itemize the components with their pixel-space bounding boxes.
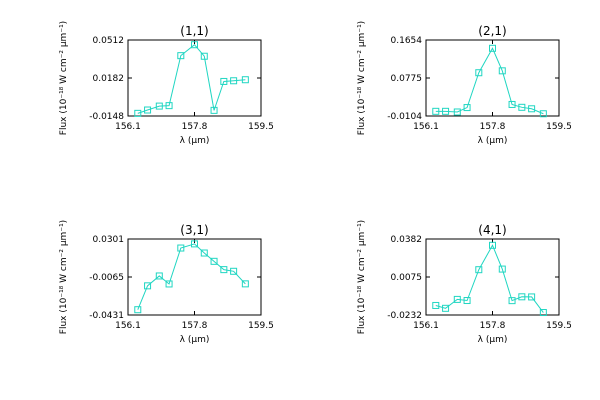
y-axis-label-3: Flux (10⁻¹⁸ W cm⁻² μm⁻¹) xyxy=(59,220,69,334)
y-tick-label-1-3: 0.0512 xyxy=(93,36,125,46)
data-point-2-1-4 xyxy=(463,104,471,112)
chart-panel-1: (1,1) 156.1 157.8 159.5 -0.0148 0.0182 0.0512 λ… xyxy=(59,21,274,146)
chart-panel-4: (4,1) 156.1 157.8 159.5 -0.0232 0.0075 0.0382 λ… xyxy=(357,220,572,345)
data-point-1-1-7 xyxy=(200,52,208,60)
x-axis-label-4: λ (μm) xyxy=(478,335,508,345)
x-tick-label-3-3: 159.5 xyxy=(248,321,274,331)
data-point-2-1-5 xyxy=(475,69,483,77)
y-tick-label-2-1: -0.0104 xyxy=(387,112,422,122)
data-point-3-1-7 xyxy=(200,249,208,257)
series-line-4-1 xyxy=(435,244,544,313)
x-tick-label-3-1: 156.1 xyxy=(115,321,141,331)
data-point-2-1-11 xyxy=(539,110,547,118)
y-tick-label-4-1: -0.0232 xyxy=(387,311,422,321)
data-point-1-1-8 xyxy=(210,106,218,114)
chart-panel-2: (2,1) 156.1 157.8 159.5 -0.0104 0.0775 0.1654 λ… xyxy=(357,21,572,146)
data-point-1-1-2 xyxy=(144,106,152,114)
data-point-1-1-5 xyxy=(177,52,185,60)
data-point-1-1-1 xyxy=(134,109,142,117)
x-tick-label-1-2: 157.8 xyxy=(182,122,208,132)
y-tick-label-2-2: 0.0775 xyxy=(391,74,423,84)
data-point-1-1-6 xyxy=(191,41,198,49)
plot-frame-3 xyxy=(127,238,262,316)
data-point-2-1-7 xyxy=(498,67,506,75)
y-axis-label-4: Flux (10⁻¹⁸ W cm⁻² μm⁻¹) xyxy=(357,220,367,334)
x-tick-label-2-1: 156.1 xyxy=(413,122,439,132)
data-point-3-1-10 xyxy=(230,267,238,275)
y-tick-label-3-2: -0.0065 xyxy=(89,273,124,283)
data-point-2-1-10 xyxy=(528,105,536,113)
data-point-2-1-2 xyxy=(442,107,450,115)
data-point-2-1-9 xyxy=(518,103,526,111)
data-point-3-1-9 xyxy=(220,266,228,274)
y-tick-label-3-3: 0.0301 xyxy=(93,235,125,245)
data-point-3-1-11 xyxy=(241,280,249,288)
x-tick-label-1-1: 156.1 xyxy=(115,122,141,132)
series-line-2-1 xyxy=(435,47,544,115)
chart-title-3: (3,1) xyxy=(180,223,208,237)
chart-title-2: (2,1) xyxy=(478,24,506,38)
data-point-4-1-8 xyxy=(508,297,516,305)
x-tick-label-3-2: 157.8 xyxy=(182,321,208,331)
series-line-3-1 xyxy=(137,243,246,310)
data-point-3-1-5 xyxy=(177,244,185,252)
x-tick-label-2-2: 157.8 xyxy=(480,122,506,132)
data-point-3-1-2 xyxy=(144,282,152,290)
y-axis-label-1: Flux (10⁻¹⁸ W cm⁻² μm⁻¹) xyxy=(59,21,69,135)
data-point-3-1-1 xyxy=(134,306,142,314)
y-tick-label-4-3: 0.0382 xyxy=(391,235,423,245)
y-axis-label-2: Flux (10⁻¹⁸ W cm⁻² μm⁻¹) xyxy=(357,21,367,135)
series-line-1-1 xyxy=(137,44,246,114)
plot-frame-4 xyxy=(425,238,560,316)
x-tick-label-1-3: 159.5 xyxy=(248,122,274,132)
data-point-2-1-6 xyxy=(489,44,496,52)
chart-title-4: (4,1) xyxy=(478,223,506,237)
y-tick-label-2-3: 0.1654 xyxy=(391,36,423,46)
data-point-1-1-10 xyxy=(230,77,238,85)
data-point-3-1-6 xyxy=(191,240,198,248)
x-tick-label-4-2: 157.8 xyxy=(480,321,506,331)
chart-panel-3: (3,1) 156.1 157.8 159.5 -0.0431 -0.0065 0.0301… xyxy=(59,220,274,345)
data-point-1-1-11 xyxy=(241,76,249,84)
x-axis-label-2: λ (μm) xyxy=(478,136,508,146)
plot-frame-1 xyxy=(127,39,262,117)
data-point-1-1-9 xyxy=(220,77,228,85)
y-tick-label-4-2: 0.0075 xyxy=(391,273,423,283)
y-tick-label-3-1: -0.0431 xyxy=(89,311,124,321)
x-tick-label-2-3: 159.5 xyxy=(546,122,572,132)
data-point-4-1-1 xyxy=(432,301,440,309)
y-tick-label-1-2: 0.0182 xyxy=(93,74,125,84)
data-point-3-1-3 xyxy=(155,272,163,280)
data-point-3-1-8 xyxy=(210,257,218,265)
data-point-1-1-3 xyxy=(155,102,163,110)
data-point-4-1-3 xyxy=(453,295,461,303)
data-point-2-1-1 xyxy=(432,107,440,115)
data-point-4-1-6 xyxy=(489,241,496,249)
data-point-4-1-5 xyxy=(475,266,483,274)
x-tick-label-4-3: 159.5 xyxy=(546,321,572,331)
data-point-4-1-4 xyxy=(463,297,471,305)
data-point-3-1-4 xyxy=(165,280,173,288)
x-axis-label-1: λ (μm) xyxy=(180,136,210,146)
data-point-4-1-10 xyxy=(528,293,536,301)
y-tick-label-1-1: -0.0148 xyxy=(89,112,124,122)
data-point-4-1-7 xyxy=(498,265,506,273)
data-point-2-1-3 xyxy=(453,108,461,116)
chart-title-1: (1,1) xyxy=(180,24,208,38)
x-axis-label-3: λ (μm) xyxy=(180,335,210,345)
data-point-4-1-11 xyxy=(539,309,547,317)
data-point-4-1-2 xyxy=(442,304,450,312)
data-point-1-1-4 xyxy=(165,102,173,110)
data-point-4-1-9 xyxy=(518,293,526,301)
x-tick-label-4-1: 156.1 xyxy=(413,321,439,331)
data-point-2-1-8 xyxy=(508,100,516,108)
